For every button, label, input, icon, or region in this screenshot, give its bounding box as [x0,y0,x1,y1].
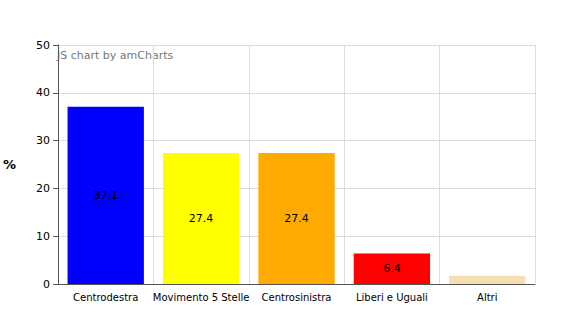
svg-text:10: 10 [36,230,50,243]
svg-text:Centrosinistra: Centrosinistra [262,292,332,303]
svg-text:6.4: 6.4 [383,262,401,275]
svg-text:30: 30 [36,134,50,147]
svg-text:Liberi e Uguali: Liberi e Uguali [356,292,428,303]
svg-text:27.4: 27.4 [284,212,309,225]
svg-text:0: 0 [43,278,50,291]
svg-text:Movimento 5 Stelle: Movimento 5 Stelle [153,292,250,303]
svg-text:%: % [3,157,16,172]
svg-text:Altri: Altri [477,292,497,303]
svg-text:Centrodestra: Centrodestra [73,292,138,303]
svg-text:20: 20 [36,182,50,195]
svg-text:40: 40 [36,86,50,99]
svg-text:37.1: 37.1 [93,189,118,202]
svg-text:JS chart by amCharts: JS chart by amCharts [56,49,173,62]
svg-text:50: 50 [36,39,50,52]
svg-text:27.4: 27.4 [189,212,214,225]
